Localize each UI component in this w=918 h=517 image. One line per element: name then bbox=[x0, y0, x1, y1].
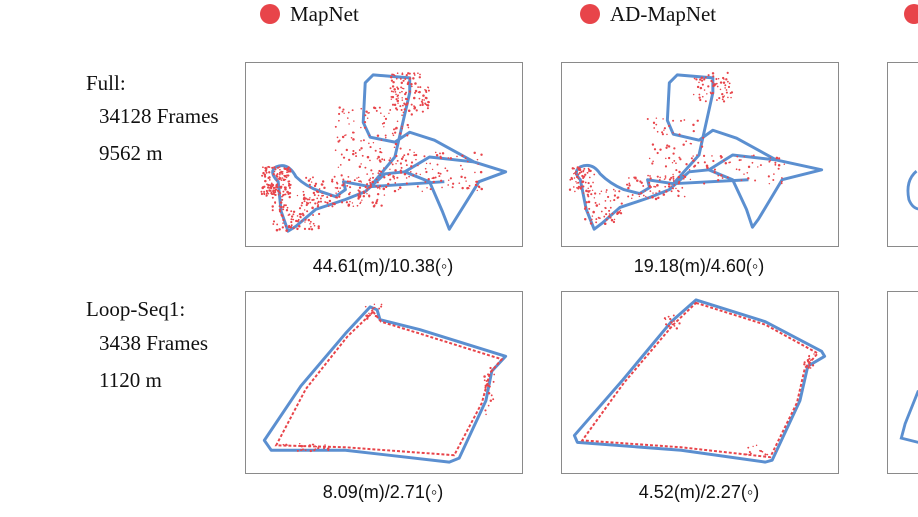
legend-third-cut bbox=[904, 0, 918, 28]
row-loop-name: Loop-Seq1: bbox=[86, 297, 186, 321]
trajectory-loop-mapnet bbox=[262, 303, 508, 464]
row-loop-frames: 3438 Frames bbox=[99, 331, 209, 355]
row-full-distance: 9562 m bbox=[99, 141, 163, 165]
row-full-frames: 34128 Frames bbox=[99, 104, 219, 128]
caption-loop-mapnet: 8.09(m)/2.71(◦) bbox=[322, 482, 444, 502]
panel-full-mapnet bbox=[245, 62, 523, 247]
caption-full-admapnet: 19.18(m)/4.60(◦) bbox=[633, 256, 765, 276]
trajectory-loop-admapnet bbox=[572, 298, 827, 464]
trajectory-full-third bbox=[906, 170, 918, 211]
panel-loop-mapnet bbox=[245, 291, 523, 474]
panel-loop-admapnet bbox=[561, 291, 839, 474]
trajectory-loop-third bbox=[899, 390, 918, 444]
legend-mapnet-label: MapNet bbox=[290, 1, 359, 26]
legend-admapnet-label: AD-MapNet bbox=[610, 1, 717, 26]
panel-loop-third-cut bbox=[887, 291, 918, 474]
trajectory-full-admapnet bbox=[568, 71, 824, 231]
panel-full-admapnet bbox=[561, 62, 839, 247]
panel-full-third-cut bbox=[887, 62, 918, 247]
legend-third-dot bbox=[904, 4, 918, 24]
legend-admapnet-dot bbox=[580, 4, 600, 24]
legend-mapnet: MapNet bbox=[260, 0, 359, 28]
caption-full-mapnet: 44.61(m)/10.38(◦) bbox=[312, 256, 454, 276]
legend-mapnet-dot bbox=[260, 4, 280, 24]
legend-admapnet: AD-MapNet bbox=[580, 0, 716, 28]
caption-loop-admapnet: 4.52(m)/2.27(◦) bbox=[638, 482, 760, 502]
row-loop-distance: 1120 m bbox=[99, 368, 162, 392]
trajectory-full-mapnet bbox=[260, 72, 508, 233]
row-full-name: Full: bbox=[86, 71, 126, 95]
